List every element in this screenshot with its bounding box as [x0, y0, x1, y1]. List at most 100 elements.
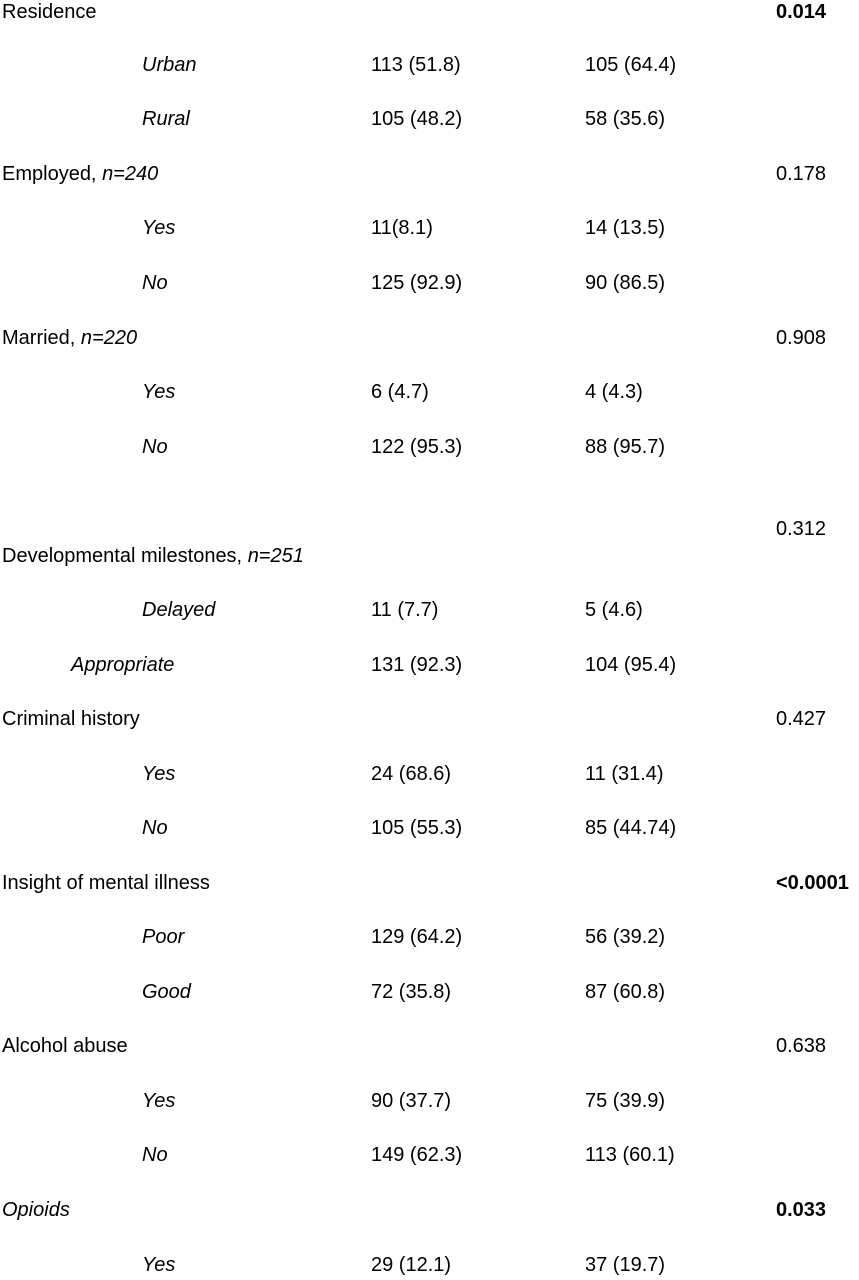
table-row: 0.312	[0, 514, 859, 544]
row-label-text: Yes	[142, 217, 176, 239]
table-row: Developmental milestones, n=251	[0, 541, 859, 571]
table-row: No 149 (62.3) 113 (60.1)	[0, 1140, 859, 1170]
row-label-text: Yes	[142, 763, 176, 785]
row-label-text: Employed,	[2, 163, 103, 185]
row-label-text: Insight of mental illness	[2, 872, 210, 894]
table-row: Urban 113 (51.8) 105 (64.4)	[0, 50, 859, 80]
table-row: Yes 11(8.1) 14 (13.5)	[0, 213, 859, 243]
row-label-text: Married,	[2, 327, 81, 349]
row-label: Yes	[142, 1250, 175, 1280]
row-label-text: Criminal history	[2, 708, 140, 730]
table-row: Rural 105 (48.2) 58 (35.6)	[0, 104, 859, 134]
row-label: Yes	[142, 377, 175, 407]
table-row: No 125 (92.9) 90 (86.5)	[0, 268, 859, 298]
group1-value: 113 (51.8)	[371, 54, 461, 76]
table-row: Residence 0.014	[0, 0, 859, 27]
row-label: Alcohol abuse	[2, 1031, 128, 1061]
table-row: Opioids 0.033	[0, 1195, 859, 1225]
table-row: Employed, n=240 0.178	[0, 159, 859, 189]
table-row: Yes 24 (68.6) 11 (31.4)	[0, 759, 859, 789]
group1-value: 149 (62.3)	[371, 1144, 463, 1166]
group1-value: 11 (7.7)	[371, 599, 439, 621]
row-label-text: Good	[142, 981, 191, 1003]
group1-value: 72 (35.8)	[371, 981, 452, 1003]
table-row: Yes 6 (4.7) 4 (4.3)	[0, 377, 859, 407]
group2-value: 113 (60.1)	[585, 1144, 675, 1166]
group1-value: 131 (92.3)	[371, 654, 463, 676]
group2-value: 85 (44.74)	[585, 817, 677, 839]
group2-value: 14 (13.5)	[585, 217, 666, 239]
group1-value: 105 (48.2)	[371, 108, 463, 130]
table-row: Poor 129 (64.2) 56 (39.2)	[0, 922, 859, 952]
table-row: Criminal history 0.427	[0, 704, 859, 734]
group1-value: 105 (55.3)	[371, 817, 463, 839]
row-label-text: Poor	[142, 926, 185, 948]
table-row: Good 72 (35.8) 87 (60.8)	[0, 977, 859, 1007]
row-label: No	[142, 813, 168, 843]
row-label: Appropriate	[71, 650, 174, 680]
table-row: Appropriate 131 (92.3) 104 (95.4)	[0, 650, 859, 680]
p-value: <0.0001	[776, 872, 849, 894]
sample-size-note: n=240	[102, 163, 159, 185]
row-label: Insight of mental illness	[2, 868, 210, 898]
row-label: Urban	[142, 50, 196, 80]
row-label-text: No	[142, 436, 168, 458]
p-value: 0.014	[776, 1, 827, 23]
table-row: Delayed 11 (7.7) 5 (4.6)	[0, 595, 859, 625]
group2-value: 75 (39.9)	[585, 1090, 666, 1112]
row-label-text: Opioids	[2, 1199, 70, 1221]
p-value: 0.312	[776, 518, 827, 540]
row-label-text: No	[142, 817, 168, 839]
group2-value: 88 (95.7)	[585, 436, 666, 458]
row-label: Rural	[142, 104, 190, 134]
row-label: Developmental milestones, n=251	[2, 541, 304, 571]
group1-value: 6 (4.7)	[371, 381, 429, 403]
table-row: Insight of mental illness <0.0001	[0, 868, 859, 898]
group2-value: 90 (86.5)	[585, 272, 666, 294]
group2-value: 58 (35.6)	[585, 108, 666, 130]
row-label-text: Delayed	[142, 599, 216, 621]
row-label-text: Rural	[142, 108, 190, 130]
row-label: Poor	[142, 922, 184, 952]
group2-value: 56 (39.2)	[585, 926, 666, 948]
group1-value: 129 (64.2)	[371, 926, 463, 948]
table-row: Married, n=220 0.908	[0, 323, 859, 353]
row-label-text: Yes	[142, 1090, 176, 1112]
group1-value: 125 (92.9)	[371, 272, 463, 294]
row-label: Good	[142, 977, 191, 1007]
table-row: Yes 90 (37.7) 75 (39.9)	[0, 1086, 859, 1116]
table-row: Alcohol abuse 0.638	[0, 1031, 859, 1061]
group2-value: 105 (64.4)	[585, 54, 677, 76]
row-label: Opioids	[2, 1195, 70, 1225]
row-label: No	[142, 1140, 168, 1170]
group1-value: 24 (68.6)	[371, 763, 452, 785]
group1-value: 122 (95.3)	[371, 436, 463, 458]
p-value: 0.033	[776, 1199, 827, 1221]
group1-value: 11(8.1)	[371, 217, 433, 239]
table-row: No 122 (95.3) 88 (95.7)	[0, 432, 859, 462]
group2-value: 104 (95.4)	[585, 654, 677, 676]
group2-value: 5 (4.6)	[585, 599, 643, 621]
row-label: Delayed	[142, 595, 215, 625]
row-label-text: No	[142, 272, 168, 294]
sample-size-note: n=251	[247, 545, 304, 567]
row-label-text: Yes	[142, 381, 176, 403]
row-label: No	[142, 268, 168, 298]
p-value: 0.638	[776, 1035, 827, 1057]
row-label: Employed, n=240	[2, 159, 158, 189]
row-label-text: No	[142, 1144, 168, 1166]
row-label: Yes	[142, 759, 175, 789]
table-row: Yes 29 (12.1) 37 (19.7)	[0, 1250, 859, 1280]
row-label: Yes	[142, 1086, 175, 1116]
p-value: 0.908	[776, 327, 827, 349]
row-label: No	[142, 432, 168, 462]
group1-value: 29 (12.1)	[371, 1254, 452, 1276]
row-label-text: Yes	[142, 1254, 176, 1276]
group2-value: 11 (31.4)	[585, 763, 664, 785]
row-label: Criminal history	[2, 704, 140, 734]
p-value: 0.178	[776, 163, 827, 185]
row-label-text: Residence	[2, 1, 97, 23]
group2-value: 87 (60.8)	[585, 981, 666, 1003]
sample-size-note: n=220	[80, 327, 138, 349]
